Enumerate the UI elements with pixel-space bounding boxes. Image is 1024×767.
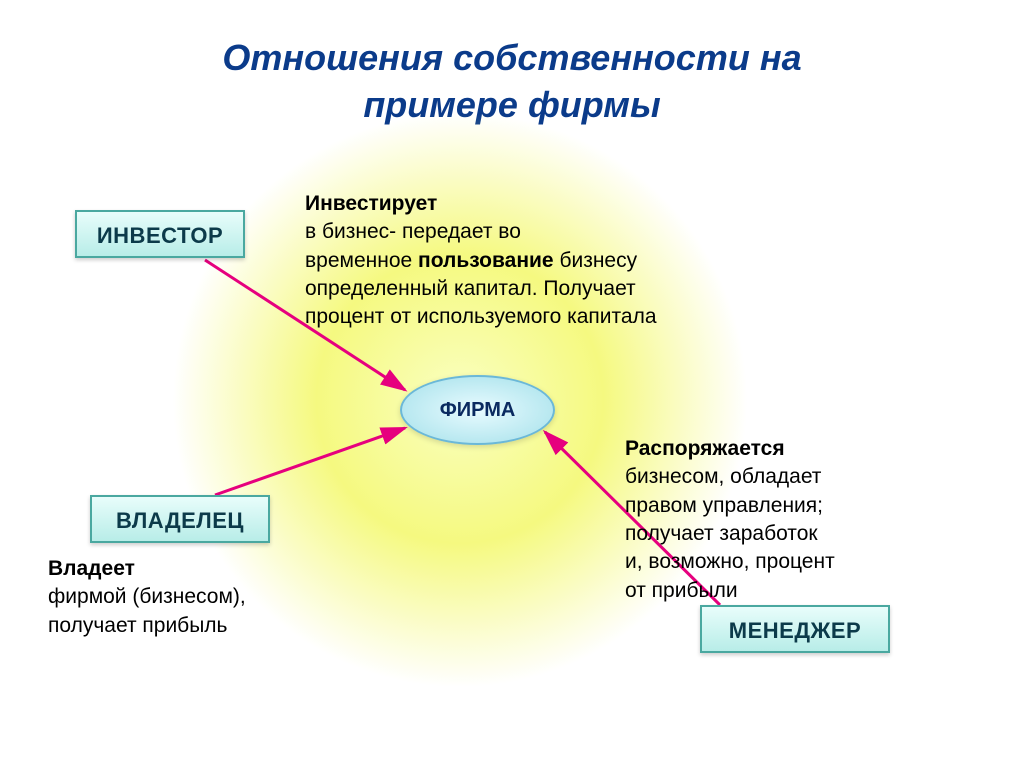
center-label: ФИРМА	[440, 399, 516, 422]
node-manager-label: МЕНЕДЖЕР	[729, 618, 861, 643]
node-owner-label: ВЛАДЕЛЕЦ	[116, 508, 244, 533]
node-investor: ИНВЕСТОР	[75, 210, 245, 258]
node-manager: МЕНЕДЖЕР	[700, 605, 890, 653]
node-investor-label: ИНВЕСТОР	[97, 223, 223, 248]
node-owner: ВЛАДЕЛЕЦ	[90, 495, 270, 543]
page-title: Отношения собственности на примере фирмы	[0, 0, 1024, 129]
diagram: ФИРМА ИНВЕСТОР ВЛАДЕЛЕЦ МЕНЕДЖЕР Инвести…	[0, 170, 1024, 730]
desc-owner: Владеетфирмой (бизнесом),получает прибыл…	[48, 555, 328, 640]
desc-investor: Инвестируетв бизнес- передает вовременно…	[305, 190, 845, 332]
desc-manager: Распоряжаетсябизнесом, обладаетправом уп…	[625, 435, 985, 605]
center-node-firma: ФИРМА	[400, 375, 555, 445]
title-line2: примере фирмы	[363, 84, 660, 125]
title-line1: Отношения собственности на	[222, 37, 801, 78]
